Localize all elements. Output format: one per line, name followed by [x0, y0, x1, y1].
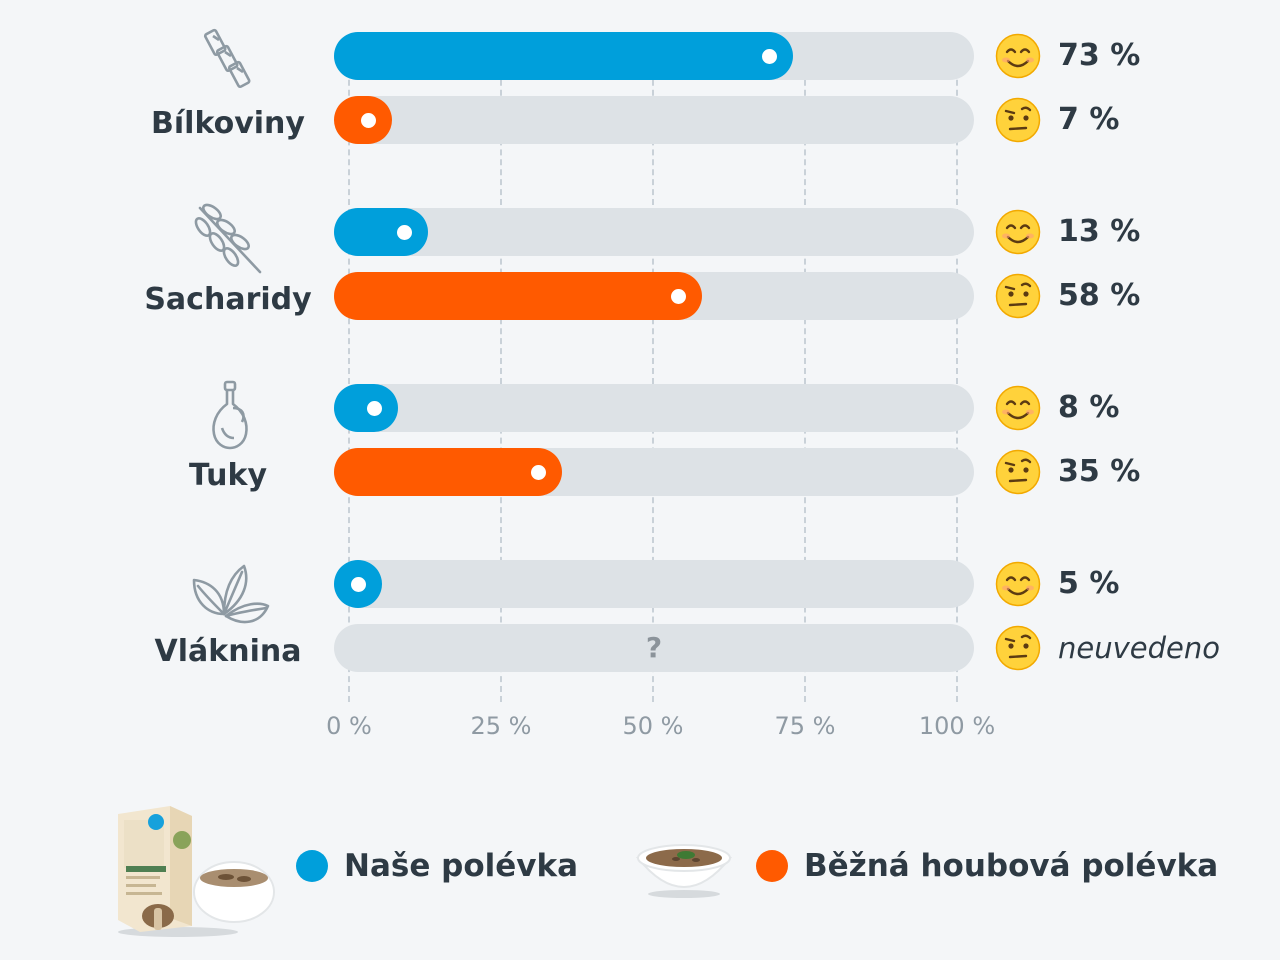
bar-track: [334, 208, 974, 256]
grid-line: [804, 40, 806, 702]
smiling-face-icon: [995, 209, 1041, 255]
leaves-icon: [192, 564, 270, 624]
bar-track: [334, 272, 974, 320]
bar-our: [334, 32, 793, 80]
bar-end-marker: [761, 49, 777, 64]
bar-end-marker: [366, 401, 382, 416]
x-tick-label: 100 %: [918, 712, 996, 740]
unknown-value-mark: ?: [645, 631, 663, 664]
value-label: neuvedeno: [1058, 631, 1220, 665]
x-tick-label: 25 %: [470, 712, 532, 740]
legend-label-regular-soup: Běžná houbová polévka: [804, 848, 1219, 884]
bar-end-marker: [530, 465, 546, 480]
grid-line: [652, 40, 654, 702]
category-label: Bílkoviny: [151, 106, 305, 141]
value-label: 13 %: [1058, 214, 1141, 249]
bar-end-marker: [360, 113, 376, 128]
raised-eyebrow-face-icon: [995, 449, 1041, 495]
category-label: Tuky: [188, 458, 268, 493]
value-label: 73 %: [1058, 38, 1141, 73]
value-label: 5 %: [1058, 566, 1120, 601]
bar-track: [334, 560, 974, 608]
smiling-face-icon: [995, 561, 1041, 607]
bar-track: [334, 96, 974, 144]
x-tick-label: 0 %: [326, 712, 372, 740]
category-label: Vláknina: [154, 634, 302, 669]
grid-line: [348, 40, 350, 702]
value-label: 35 %: [1058, 454, 1141, 489]
x-tick-label: 50 %: [622, 712, 684, 740]
bar-track: ?: [334, 624, 974, 672]
legend-label-our-soup: Naše polévka: [344, 848, 579, 884]
bar-regular: [334, 448, 562, 496]
bar-track: [334, 32, 974, 80]
wheat-icon: [194, 203, 262, 274]
value-label: 7 %: [1058, 102, 1120, 137]
pasta-icon: [203, 28, 251, 89]
soup-bowl-image: [635, 844, 733, 898]
legend-marker-regular-soup: [756, 850, 788, 882]
bar-our: [334, 384, 398, 432]
bar-end-marker: [670, 289, 686, 304]
raised-eyebrow-face-icon: [995, 273, 1041, 319]
grid-line: [500, 40, 502, 702]
bar-end-marker: [351, 577, 366, 592]
raised-eyebrow-face-icon: [995, 625, 1041, 671]
legend-marker-our-soup: [296, 850, 328, 882]
bar-our: [334, 208, 429, 256]
value-label: 58 %: [1058, 278, 1141, 313]
raised-eyebrow-face-icon: [995, 97, 1041, 143]
category-label: Sacharidy: [144, 282, 312, 317]
soup-box-and-bowl-image: [118, 806, 275, 937]
smiling-face-icon: [995, 33, 1041, 79]
bar-end-marker: [397, 225, 413, 240]
grid-line: [956, 40, 958, 702]
bar-regular: [334, 272, 702, 320]
x-tick-label: 75 %: [774, 712, 836, 740]
bar-track: [334, 448, 974, 496]
smiling-face-icon: [995, 385, 1041, 431]
value-label: 8 %: [1058, 390, 1120, 425]
oil-bottle-icon: [212, 380, 248, 450]
bar-track: [334, 384, 974, 432]
